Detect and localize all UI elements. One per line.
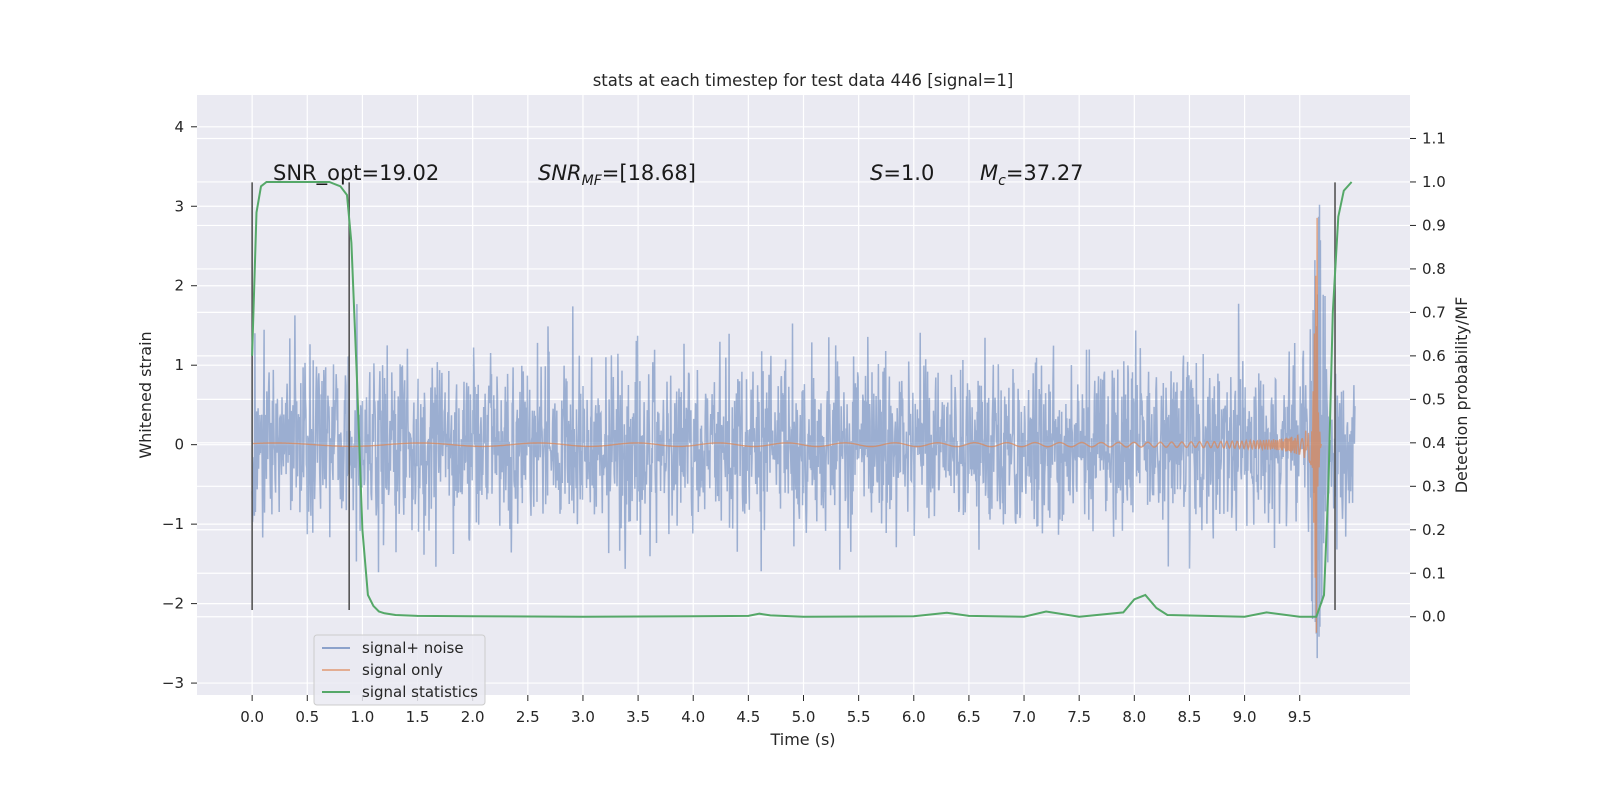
- y-tick-label: −2: [162, 595, 184, 613]
- signal-statistics-line: [251, 181, 1353, 618]
- series-signal-statistics: [251, 181, 1353, 618]
- signal-plus-noise-line: [251, 204, 1356, 659]
- x-tick-label: 5.5: [847, 708, 871, 726]
- legend-label: signal+ noise: [362, 639, 464, 657]
- annotations: SNR_opt=19.02 SNRMF=[18.68] S=1.0 Mc=37.27: [273, 161, 1084, 189]
- x-tick-label: 6.0: [902, 708, 926, 726]
- y-axis-label: Whitened strain: [136, 331, 155, 458]
- x-tick-label: 2.5: [516, 708, 540, 726]
- y2-tick-label: 1.1: [1422, 129, 1446, 147]
- y2-tick-label: 0.2: [1422, 521, 1446, 539]
- annotation-text: SNR_opt=19.02: [273, 161, 439, 186]
- y-tick-label: 0: [174, 436, 184, 454]
- annotation-text: SNRMF=[18.68]: [538, 161, 696, 189]
- x-tick-label: 0.5: [295, 708, 319, 726]
- y-tick-label: 4: [174, 118, 184, 136]
- x-tick-label: 2.0: [461, 708, 485, 726]
- y-tick-label: 3: [174, 197, 184, 215]
- y2-tick-label: 0.8: [1422, 260, 1446, 278]
- x-tick-label: 5.0: [792, 708, 816, 726]
- x-tick-label: 9.0: [1233, 708, 1257, 726]
- chart-title: stats at each timestep for test data 446…: [593, 71, 1014, 90]
- x-tick-label: 9.5: [1288, 708, 1312, 726]
- y-tick-label: 1: [174, 356, 184, 374]
- window-markers: [251, 182, 1336, 610]
- annotation-text: Mc=37.27: [980, 161, 1084, 189]
- grid-lines: [197, 95, 1410, 695]
- y2-tick-label: 0.0: [1422, 608, 1446, 626]
- y-axis-ticks: −3 −2 −1 0 1 2 3 4: [162, 118, 197, 692]
- y2-axis-label: Detection probability/MF: [1452, 297, 1471, 494]
- x-tick-label: 4.5: [736, 708, 760, 726]
- y2-tick-label: 0.7: [1422, 303, 1446, 321]
- y2-tick-label: 0.6: [1422, 347, 1446, 365]
- annotation-text: S=1.0: [870, 161, 934, 185]
- series-signal-plus-noise: [251, 204, 1356, 659]
- x-tick-label: 4.0: [681, 708, 705, 726]
- x-tick-label: 7.0: [1012, 708, 1036, 726]
- x-tick-label: 0.0: [240, 708, 264, 726]
- x-tick-label: 3.0: [571, 708, 595, 726]
- x-axis-ticks: 0.0 0.5 1.0 1.5 2.0 2.5 3.0 3.5 4.0 4.5 5.0 5.5 6.0 6…: [240, 695, 1312, 726]
- y2-tick-label: 0.3: [1422, 477, 1446, 495]
- y2-tick-label: 1.0: [1422, 173, 1446, 191]
- series-signal-only: [252, 217, 1322, 633]
- y2-tick-label: 0.9: [1422, 216, 1446, 234]
- y2-tick-label: 0.5: [1422, 390, 1446, 408]
- legend: signal+ noise signal only signal statistic…: [313, 634, 486, 706]
- y-tick-label: 2: [174, 277, 184, 295]
- signal-only-line: [252, 217, 1322, 633]
- x-tick-label: 7.5: [1067, 708, 1091, 726]
- x-tick-label: 6.5: [957, 708, 981, 726]
- y-tick-label: −3: [162, 674, 184, 692]
- x-tick-label: 8.0: [1122, 708, 1146, 726]
- x-tick-label: 3.5: [626, 708, 650, 726]
- y2-tick-label: 0.1: [1422, 564, 1446, 582]
- y-tick-label: −1: [162, 515, 184, 533]
- y2-axis-ticks: 0.0 0.1 0.2 0.3 0.4 0.5 0.6 0.7 0.8 0.9 1.0 1.1: [1410, 129, 1446, 626]
- x-axis-label: Time (s): [769, 730, 835, 749]
- legend-label: signal statistics: [362, 683, 478, 701]
- legend-box: [313, 634, 486, 706]
- x-tick-label: 1.0: [350, 708, 374, 726]
- x-tick-label: 1.5: [406, 708, 430, 726]
- y2-tick-label: 0.4: [1422, 434, 1446, 452]
- legend-label: signal only: [362, 661, 443, 679]
- x-tick-label: 8.5: [1178, 708, 1202, 726]
